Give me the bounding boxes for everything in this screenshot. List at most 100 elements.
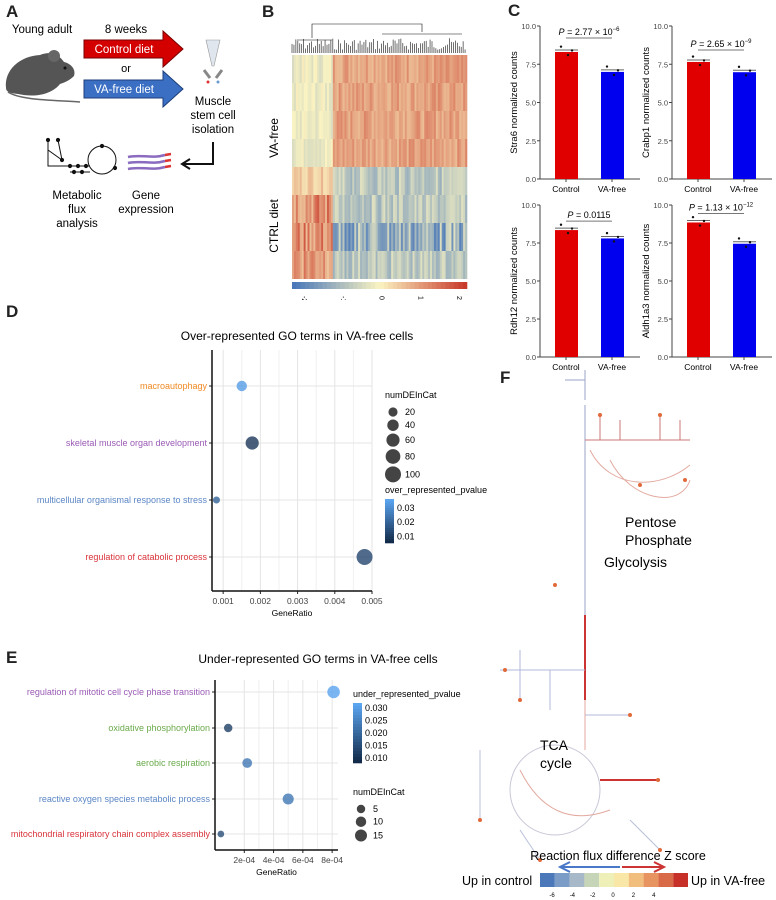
p-value-annotation: P = 2.65 × 10−9 [691,39,753,49]
p-value-annotation: P = 2.77 × 10−6 [559,27,621,37]
heatmap-cell [387,139,390,167]
heatmap-cell [453,167,456,195]
heatmap-cell [305,195,308,223]
colorbar-segment [305,282,310,289]
heatmap-cell [441,111,444,139]
heatmap-cell [348,251,351,279]
va-free-diet-arrow [83,69,184,109]
heatmap-cell [395,83,398,111]
colorbar-segment [353,742,362,746]
p-value-exponent: −9 [745,39,753,45]
heatmap-cell [433,83,437,111]
heatmap-cell [422,83,425,111]
x-tick-label: 4e-04 [263,855,285,865]
heatmap-cell [315,83,318,111]
heatmap-cell [408,223,411,251]
heatmap-cell [365,167,369,195]
heatmap-cell [383,55,386,83]
heatmap-cell [463,251,466,279]
heatmap-cell [332,83,336,111]
heatmap-cell [315,167,318,195]
heatmap-cell [402,167,406,195]
colorbar-segment [397,282,402,289]
panel-label-d: D [6,302,19,321]
heatmap-cell [338,223,341,251]
heatmap-cell [309,167,312,195]
heatmap-cell [461,251,464,279]
heatmap-cell [406,83,409,111]
data-point [570,49,574,52]
heatmap-cell [445,223,448,251]
colorbar-segment [423,282,428,289]
return-arrow [180,142,214,170]
heatmap-cell [395,55,398,83]
heatmap-cell [461,83,464,111]
heatmap-cell [379,251,382,279]
heatmap-cell [398,195,402,223]
heatmap-cell [400,223,404,251]
size-legend-label: 60 [405,435,415,445]
heatmap-cell [395,139,398,167]
heatmap-cell [404,223,408,251]
heatmap-cell [416,139,419,167]
heatmap-cell [301,223,304,251]
colorbar-segment [440,282,446,289]
heatmap-cell [461,223,464,251]
colorbar-segment [353,715,362,719]
heatmap-cell [416,167,419,195]
heatmap-cell [336,83,339,111]
heatmap-cell [432,167,435,195]
heatmap-cell [381,223,384,251]
heatmap-cell [369,251,373,279]
size-legend-circle [355,816,367,827]
heatmap-cell [325,223,328,251]
heatmap-cell [356,223,359,251]
x-tick-label: 0.004 [324,596,346,606]
x-tick-label: Control [684,362,712,372]
heatmap-cell [459,83,462,111]
gene-strand-icon [127,152,172,171]
heatmap-cell [437,223,441,251]
heatmap-cell [362,167,365,195]
x-tick-label: 2e-04 [233,855,255,865]
heatmap-cell [371,55,374,83]
bar-chart-0: 0.0 2.5 5.0 7.5 10.0 Stra6 normalized counts C… [509,22,640,194]
heatmap-cell [375,83,378,111]
heatmap-cell [408,195,411,223]
cell-sorter-icon [202,39,224,84]
heatmap-cell [398,251,402,279]
colorbar-segment [385,505,394,509]
heatmap-cell [330,55,334,83]
heatmap-cell [393,223,396,251]
heatmap-cell [303,223,306,251]
heatmap-cell [325,139,328,167]
heatmap-cell [348,83,351,111]
heatmap-cell [297,251,301,279]
colorbar-segment [445,282,450,289]
data-point [698,63,702,67]
colorbar-segment [375,282,380,289]
x-tick-label: 0.003 [287,596,309,606]
colorbar-tick: 2 [455,296,462,300]
colorbar-segment [331,282,337,289]
heatmap-cell [426,251,429,279]
heatmap-cell [397,55,400,83]
heatmap-cell [340,139,343,167]
heatmap-cell [410,139,413,167]
heatmap-cell [358,195,361,223]
heatmap-cell [305,139,308,167]
heatmap-cell [395,251,398,279]
heatmap-cell [385,223,388,251]
heatmap-cell [461,55,464,83]
heatmap-cell [461,195,464,223]
heatmap-cell [317,111,320,139]
heatmap-cell [387,167,390,195]
heatmap-cell [346,55,349,83]
heatmap-cell [424,167,427,195]
y-tick-label: 10.0 [653,22,668,31]
heatmap-cell [313,223,316,251]
heatmap-cell [373,139,376,167]
heatmap-cell [430,251,433,279]
flux-scale-tick: -4 [570,893,576,899]
heatmap-cell [437,111,441,139]
